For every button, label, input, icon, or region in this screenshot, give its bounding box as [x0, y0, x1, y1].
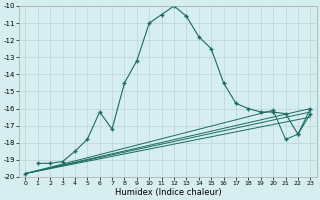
X-axis label: Humidex (Indice chaleur): Humidex (Indice chaleur) — [115, 188, 221, 197]
